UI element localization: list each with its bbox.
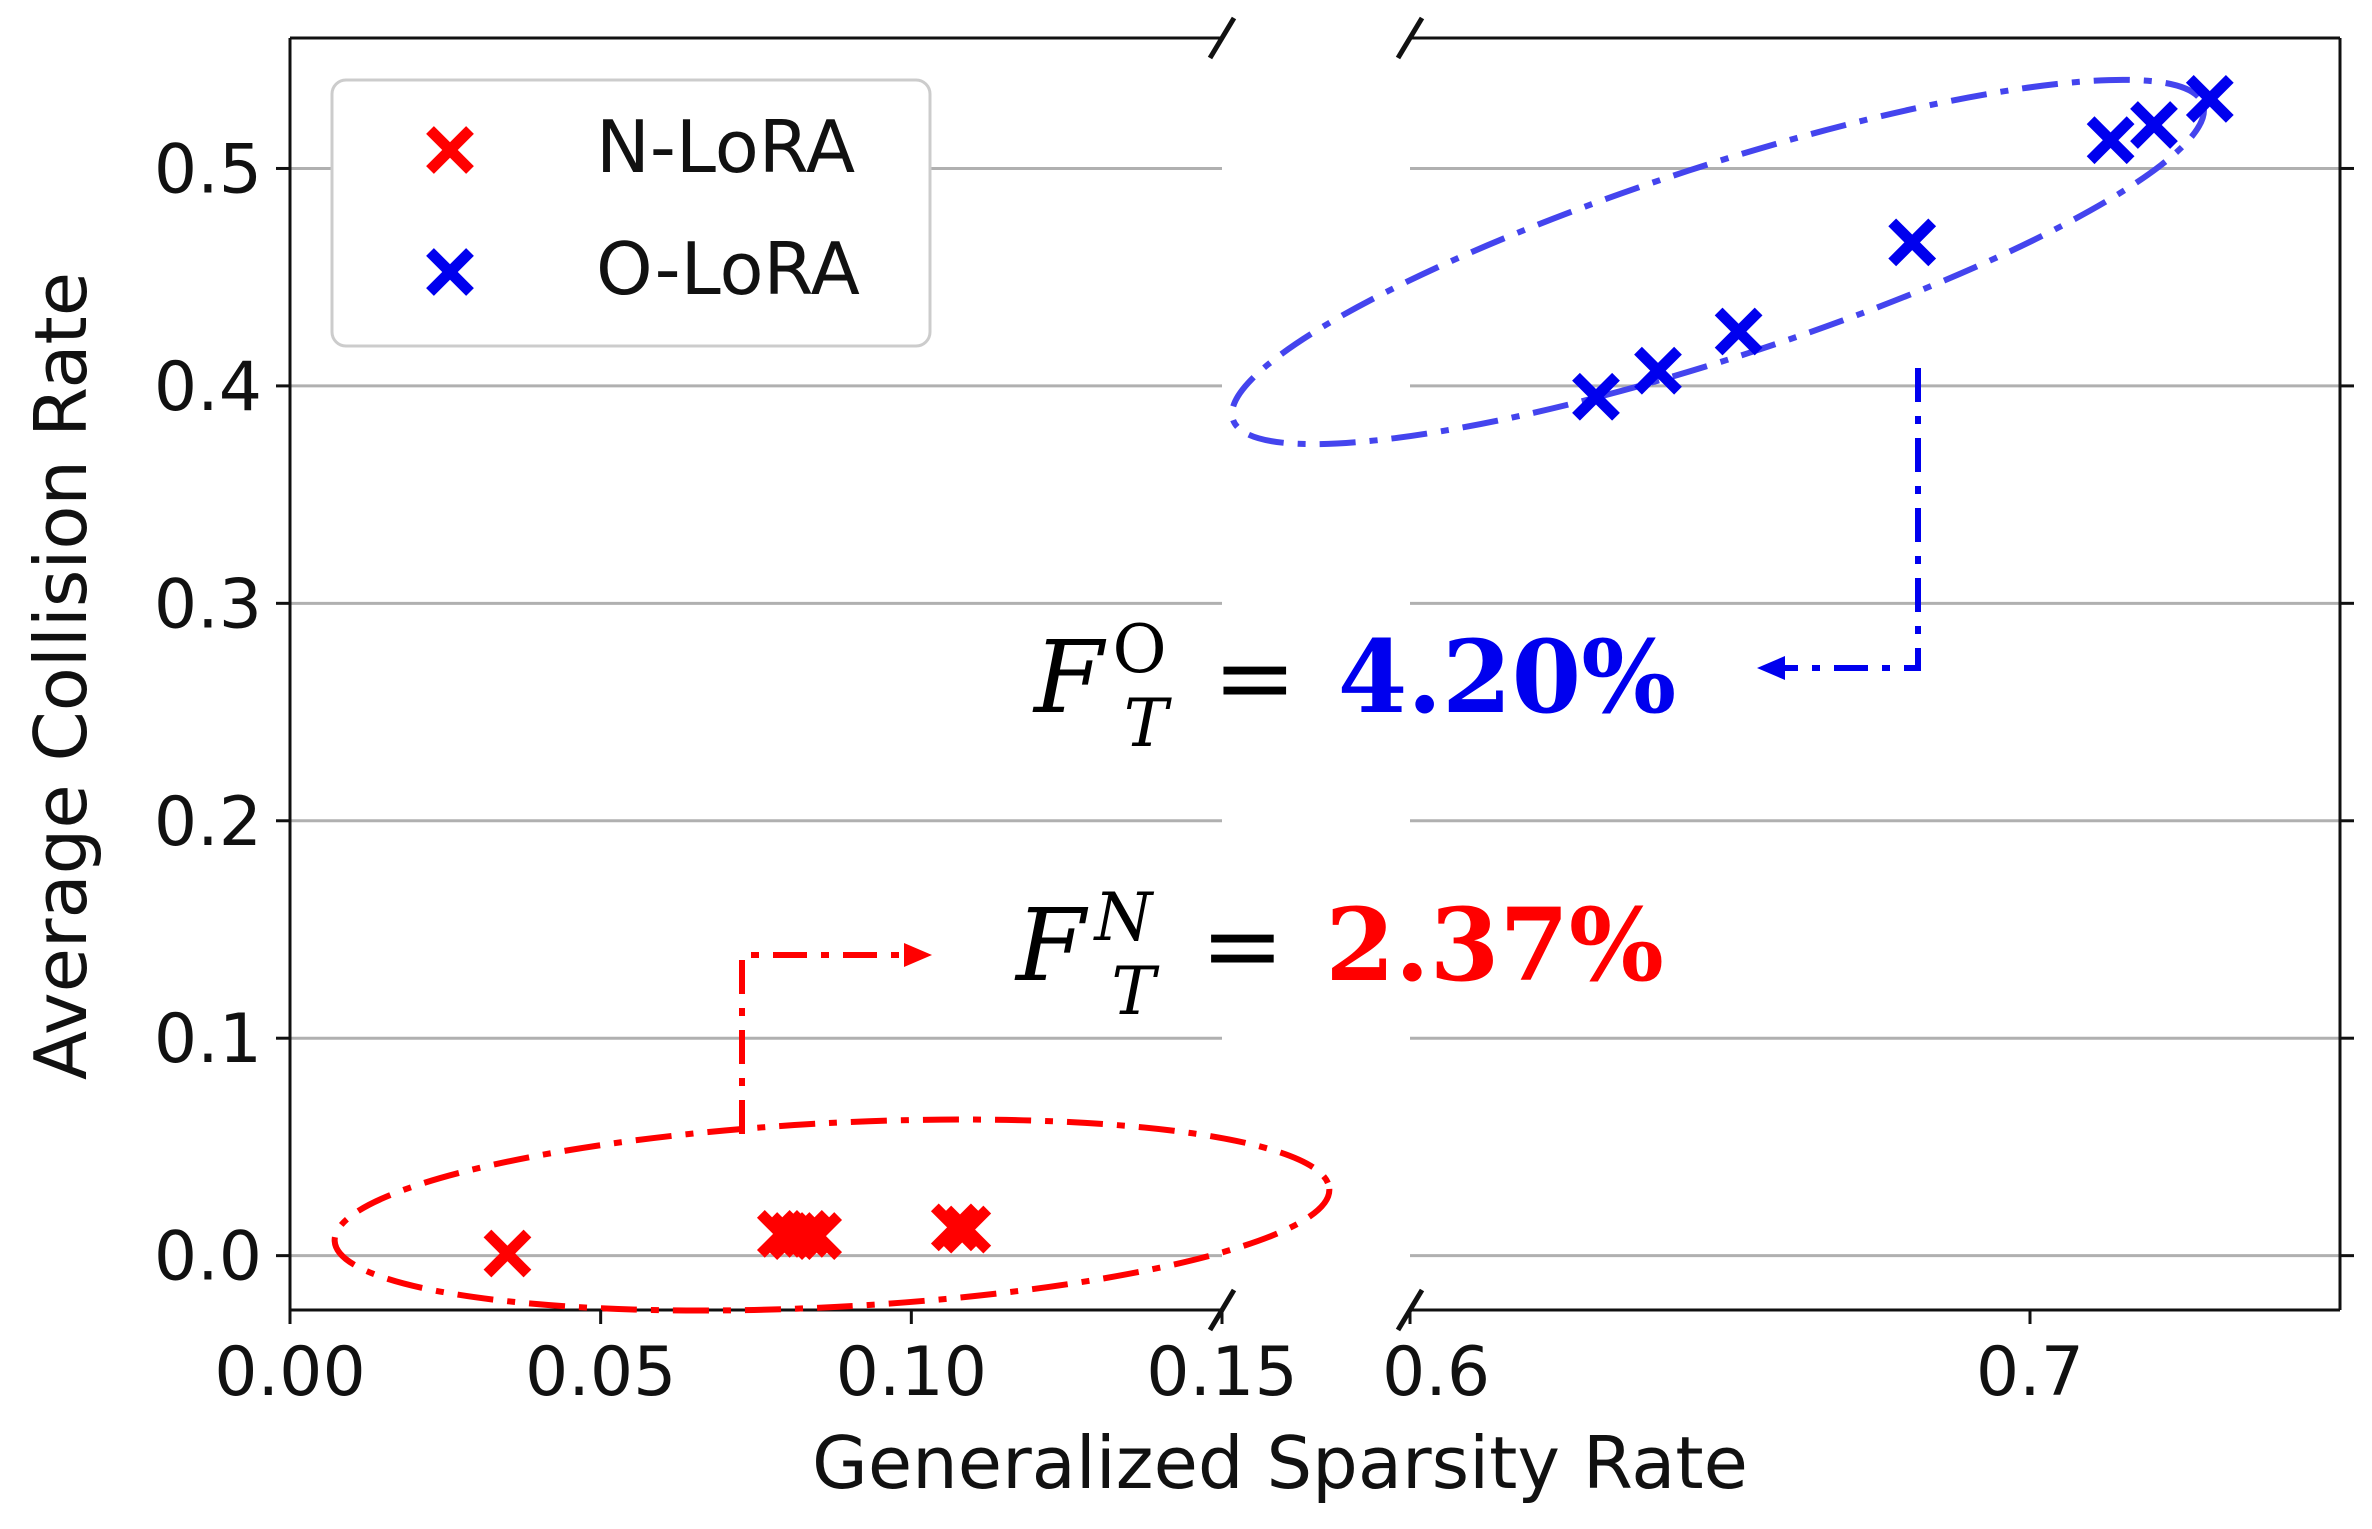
data-point-n-lora-5 (930, 1203, 979, 1252)
legend-x-n-lora (426, 126, 474, 174)
y-axis-label: Average Collision Rate (19, 272, 103, 1080)
legend-marker-n-lora (426, 126, 474, 174)
x-axis-label: Generalized Sparsity Rate (812, 1421, 1748, 1505)
y-tick-label: 0.1 (154, 1000, 262, 1079)
annotation-o-equals: = (1213, 619, 1297, 736)
legend-marker-o-lora (426, 248, 474, 296)
annotation-o-subscript: T (1124, 685, 1173, 762)
o-lora-connector (1775, 368, 1921, 671)
data-point-o-lora-3 (1888, 218, 1937, 267)
x-tick-label: 0.00 (214, 1333, 365, 1412)
annotation-n-equals: = (1200, 887, 1284, 1004)
annotation-n-value: 2.37% (1325, 886, 1664, 1004)
annotation-n-lora: F N T = 2.37% (1014, 879, 1664, 1030)
svg-text:F N T: F N T = 2.37% (1014, 879, 1664, 1030)
x-tick-label: 0.6 (1382, 1333, 1490, 1412)
data-point-o-lora-6 (2185, 74, 2234, 123)
legend-label-o-lora: O-LoRA (596, 227, 860, 311)
x-tick-label: 0.7 (1976, 1333, 2084, 1412)
data-point-n-lora-3 (781, 1210, 830, 1258)
annotation-o-superscript: O (1112, 611, 1166, 688)
y-tick-label: 0.3 (154, 565, 262, 644)
n-lora-connector (739, 952, 910, 1134)
y-tick-label: 0.4 (154, 348, 262, 427)
data-points (483, 74, 2234, 1278)
annotation-n-symbol: F (1014, 887, 1089, 1004)
y-tick-label: 0.5 (154, 130, 262, 209)
data-point-n-lora-4 (794, 1212, 843, 1260)
data-point-o-lora-5 (2130, 101, 2178, 149)
o-lora-cluster-ellipse (1229, 76, 2207, 448)
legend: N-LoRA O-LoRA (330, 78, 932, 348)
data-point-o-lora-2 (1714, 307, 1763, 356)
n-lora-connector-arrowhead (904, 943, 932, 967)
x-tick-label: 0.15 (1146, 1333, 1297, 1412)
data-point-n-lora-6 (943, 1205, 992, 1254)
axis-ticks: 0.0 0.1 0.2 0.3 0.4 0.5 0.00 0.05 0.10 0.15 0.6 0.7 (154, 130, 2354, 1412)
y-tick-label: 0.2 (154, 783, 262, 862)
svg-text:F O T: F O T = 4.20% (1032, 611, 1676, 762)
o-lora-connector-arrowhead (1757, 656, 1785, 680)
y-tick-label: 0.0 (154, 1218, 262, 1297)
annotation-o-symbol: F (1032, 619, 1107, 736)
annotation-n-subscript: T (1111, 953, 1160, 1030)
annotation-o-value: 4.20% (1338, 618, 1677, 736)
axis-break-mark (1207, 16, 1237, 60)
legend-label-n-lora: N-LoRA (596, 105, 855, 189)
data-point-n-lora-0 (483, 1229, 532, 1278)
n-lora-cluster-ellipse (331, 1116, 1333, 1314)
annotation-connectors (739, 368, 1921, 1134)
legend-box (330, 78, 932, 348)
axes-frame (288, 16, 2342, 1332)
x-tick-label: 0.05 (525, 1333, 676, 1412)
x-tick-label: 0.10 (836, 1333, 987, 1412)
annotation-o-lora: F O T = 4.20% (1032, 611, 1676, 762)
data-point-o-lora-1 (1634, 346, 1682, 395)
legend-x-o-lora (426, 248, 474, 296)
data-point-o-lora-4 (2086, 116, 2135, 165)
axis-break-mark (1395, 16, 1425, 60)
data-point-o-lora-0 (1572, 372, 1620, 421)
annotation-n-superscript: N (1092, 879, 1154, 956)
